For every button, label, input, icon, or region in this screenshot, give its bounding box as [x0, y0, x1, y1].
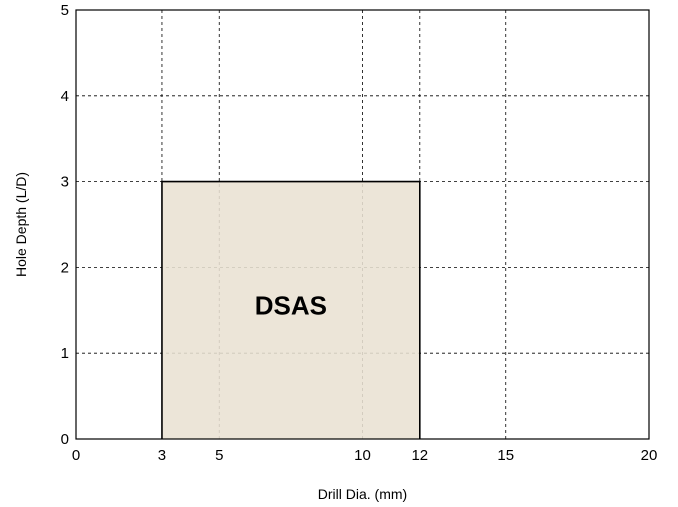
region-dsas-outline	[161, 180, 421, 439]
x-tick-label-10: 10	[354, 447, 371, 464]
y-tick-label-4: 4	[61, 88, 69, 105]
y-tick-label-1: 1	[61, 345, 69, 362]
x-tick-label-15: 15	[497, 447, 514, 464]
y-axis-title: Hole Depth (L/D)	[13, 172, 29, 277]
y-tick-labels: 0 1 2 3 4 5	[61, 2, 69, 448]
x-axis-title: Drill Dia. (mm)	[318, 486, 407, 502]
y-tick-label-3: 3	[61, 174, 69, 191]
x-tick-label-0: 0	[72, 447, 80, 464]
region-dsas-fill	[161, 181, 420, 439]
x-tick-label-3: 3	[158, 447, 166, 464]
x-tick-label-20: 20	[641, 447, 658, 464]
x-tick-labels: 0 3 5 10 12 15 20	[72, 447, 658, 464]
x-tick-label-12: 12	[411, 447, 428, 464]
y-tick-label-5: 5	[61, 2, 69, 19]
regions: DSAS	[161, 180, 421, 439]
plot-frame	[75, 9, 650, 440]
x-tick-label-5: 5	[215, 447, 223, 464]
y-tick-label-0: 0	[61, 431, 69, 448]
y-tick-label-2: 2	[61, 259, 69, 276]
region-label-dsas: DSAS	[255, 291, 327, 321]
